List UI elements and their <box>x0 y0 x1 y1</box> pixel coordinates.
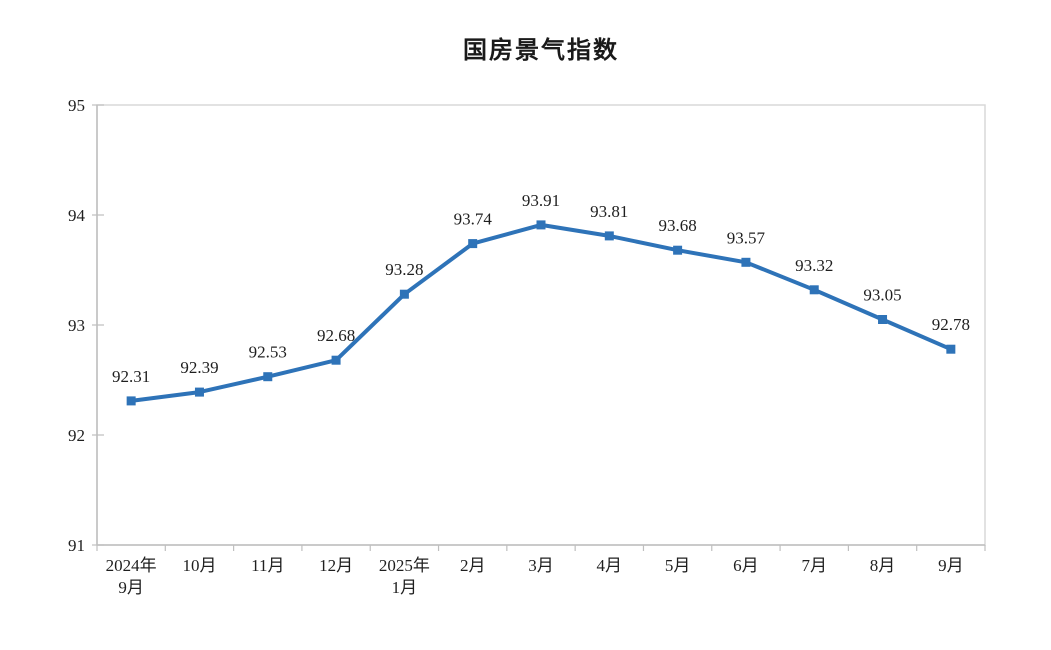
x-tick-label: 9月 <box>938 556 964 575</box>
data-label: 93.74 <box>454 210 493 229</box>
x-tick-label: 2024年 9月 <box>106 556 157 597</box>
data-point-marker <box>673 245 683 255</box>
data-point-marker <box>878 315 888 324</box>
data-label: 93.28 <box>385 260 423 279</box>
x-tick-label: 5月 <box>665 556 691 575</box>
y-tick-label: 93 <box>68 316 85 335</box>
data-label: 92.53 <box>249 343 287 362</box>
data-label: 93.57 <box>727 228 766 247</box>
x-tick-label: 2025年 1月 <box>379 556 430 597</box>
x-tick-label: 11月 <box>251 556 284 575</box>
plot-area <box>96 104 986 546</box>
data-label: 92.31 <box>112 367 150 386</box>
data-label: 92.68 <box>317 326 355 345</box>
y-tick-label: 95 <box>68 96 85 115</box>
data-label: 93.91 <box>522 191 560 210</box>
x-tick-label: 8月 <box>870 556 896 575</box>
data-label: 92.39 <box>180 358 218 377</box>
x-tick-label: 6月 <box>733 556 759 575</box>
data-label: 92.78 <box>932 315 970 334</box>
data-point-marker <box>194 387 204 397</box>
data-series-line <box>129 222 953 403</box>
x-tick-label: 3月 <box>528 556 554 575</box>
x-tick-label: 4月 <box>597 556 623 575</box>
data-point-marker <box>741 257 751 267</box>
data-point-marker <box>946 344 956 354</box>
data-point-marker <box>126 396 136 406</box>
data-point-marker <box>331 355 341 365</box>
data-point-marker <box>809 285 819 295</box>
data-label: 93.32 <box>795 256 833 275</box>
y-tick-label: 94 <box>68 206 86 225</box>
x-tick-label: 7月 <box>801 556 827 575</box>
x-tick-label: 12月 <box>319 556 353 575</box>
data-point-marker <box>536 220 546 230</box>
data-label: 93.68 <box>658 216 696 235</box>
data-label: 93.81 <box>590 202 628 221</box>
x-tick-label: 2月 <box>460 556 486 575</box>
data-point-marker <box>468 239 478 249</box>
data-point-marker <box>399 289 409 299</box>
y-tick-label: 91 <box>68 536 85 555</box>
data-label: 93.05 <box>863 286 901 305</box>
data-point-marker <box>263 372 273 382</box>
x-tick-label: 10月 <box>182 556 216 575</box>
chart-title: 国房景气指数 <box>463 37 619 64</box>
y-tick-label: 92 <box>68 426 85 445</box>
data-point-marker <box>604 231 614 241</box>
